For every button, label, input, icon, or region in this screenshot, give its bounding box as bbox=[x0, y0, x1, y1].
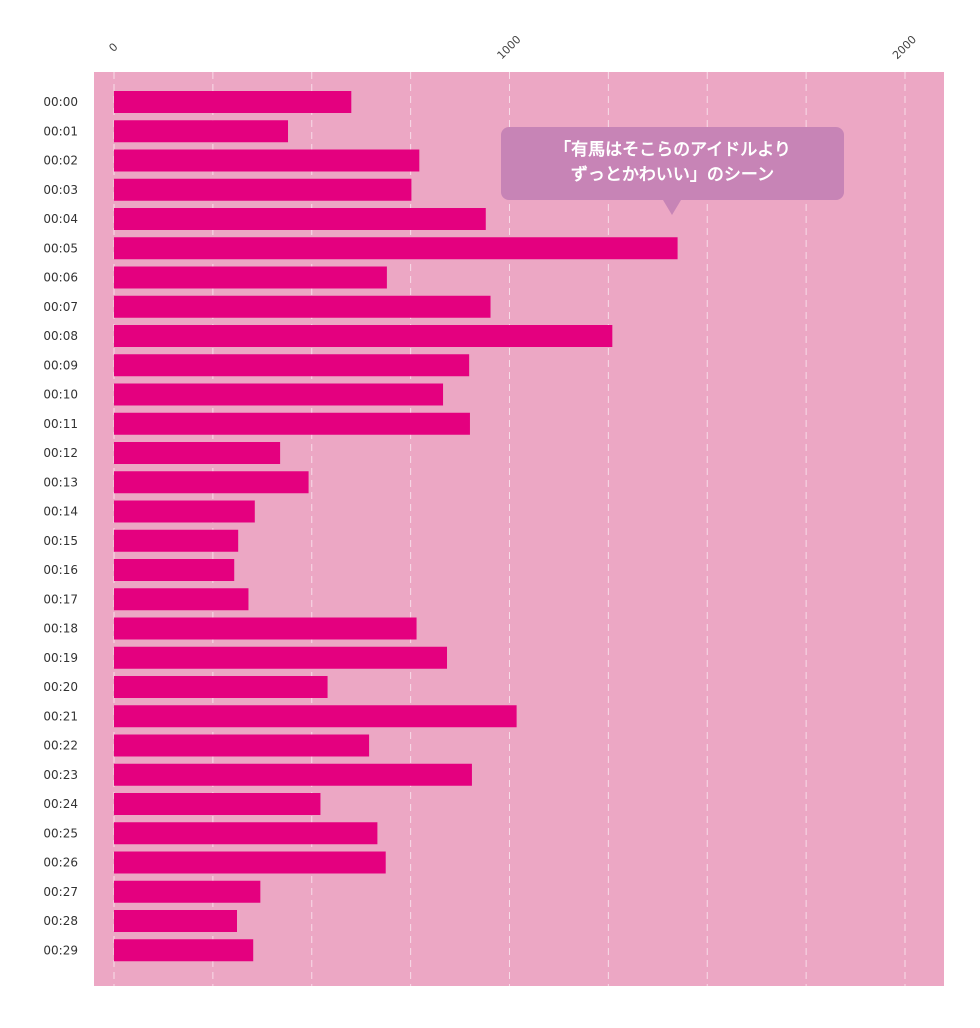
bar-00-09 bbox=[114, 354, 470, 377]
bar-00-21 bbox=[114, 705, 517, 728]
annotation-pointer bbox=[663, 200, 681, 215]
category-label: 00:28 bbox=[43, 914, 78, 928]
bar-00-17 bbox=[114, 588, 249, 611]
bar-00-28 bbox=[114, 910, 238, 932]
category-label: 00:11 bbox=[43, 417, 78, 431]
category-label: 00:09 bbox=[43, 358, 78, 372]
annotation-callout: 「有馬はそこらのアイドルより ずっとかわいい」のシーン bbox=[501, 127, 844, 200]
category-label: 00:01 bbox=[43, 124, 78, 138]
category-label: 00:19 bbox=[43, 651, 78, 665]
x-tick-labels: 0 1000 2000 bbox=[106, 33, 919, 62]
category-label: 00:20 bbox=[43, 680, 78, 694]
x-tick-label: 1000 bbox=[495, 33, 524, 62]
bar-00-29 bbox=[114, 939, 254, 962]
category-label: 00:26 bbox=[43, 856, 78, 870]
x-tick-label: 0 bbox=[106, 40, 120, 54]
category-label: 00:12 bbox=[43, 446, 78, 460]
bar-00-22 bbox=[114, 734, 370, 757]
bar-00-00 bbox=[114, 91, 352, 113]
category-label: 00:14 bbox=[43, 505, 78, 519]
category-label: 00:00 bbox=[43, 95, 78, 109]
bar-00-13 bbox=[114, 471, 309, 494]
annotation-line-1: 「有馬はそこらのアイドルより bbox=[554, 140, 791, 160]
category-label: 00:18 bbox=[43, 622, 78, 636]
bar-00-26 bbox=[114, 851, 386, 874]
category-label: 00:22 bbox=[43, 739, 78, 753]
category-label: 00:13 bbox=[43, 475, 78, 489]
category-label: 00:08 bbox=[43, 329, 78, 343]
bars bbox=[114, 91, 678, 962]
category-label: 00:02 bbox=[43, 154, 78, 168]
category-label: 00:16 bbox=[43, 563, 78, 577]
bar-00-23 bbox=[114, 763, 472, 786]
bar-00-27 bbox=[114, 880, 261, 903]
category-label: 00:06 bbox=[43, 271, 78, 285]
category-label: 00:10 bbox=[43, 388, 78, 402]
bar-00-18 bbox=[114, 617, 417, 640]
category-label: 00:25 bbox=[43, 826, 78, 840]
category-label: 00:04 bbox=[43, 212, 78, 226]
annotation-line-2: ずっとかわいい」のシーン bbox=[570, 165, 775, 185]
category-labels: 00:00 00:01 00:02 00:03 00:04 00:05 00:06 00:07… bbox=[43, 95, 78, 957]
bar-00-14 bbox=[114, 500, 255, 523]
category-label: 00:27 bbox=[43, 885, 78, 899]
bar-00-24 bbox=[114, 793, 321, 815]
bar-00-11 bbox=[114, 412, 470, 435]
bar-00-20 bbox=[114, 676, 328, 698]
category-label: 00:15 bbox=[43, 534, 78, 548]
bar-00-02 bbox=[114, 149, 420, 172]
bar-00-25 bbox=[114, 822, 378, 845]
bar-00-19 bbox=[114, 646, 448, 669]
bar-00-10 bbox=[114, 383, 444, 406]
bar-00-15 bbox=[114, 529, 239, 552]
bar-00-03 bbox=[114, 178, 412, 201]
bar-00-08 bbox=[114, 325, 613, 347]
category-label: 00:17 bbox=[43, 592, 78, 606]
category-label: 00:07 bbox=[43, 300, 78, 314]
x-tick-label: 2000 bbox=[890, 33, 919, 62]
category-label: 00:21 bbox=[43, 709, 78, 723]
category-label: 00:03 bbox=[43, 183, 78, 197]
bar-00-12 bbox=[114, 442, 281, 464]
category-label: 00:23 bbox=[43, 768, 78, 782]
category-label: 00:29 bbox=[43, 943, 78, 957]
bar-00-06 bbox=[114, 266, 387, 289]
bar-00-04 bbox=[114, 208, 486, 230]
bar-00-07 bbox=[114, 295, 491, 318]
bar-00-01 bbox=[114, 120, 289, 143]
category-label: 00:24 bbox=[43, 797, 78, 811]
bar-00-05 bbox=[114, 237, 678, 260]
category-label: 00:05 bbox=[43, 241, 78, 255]
bar-00-16 bbox=[114, 559, 235, 581]
